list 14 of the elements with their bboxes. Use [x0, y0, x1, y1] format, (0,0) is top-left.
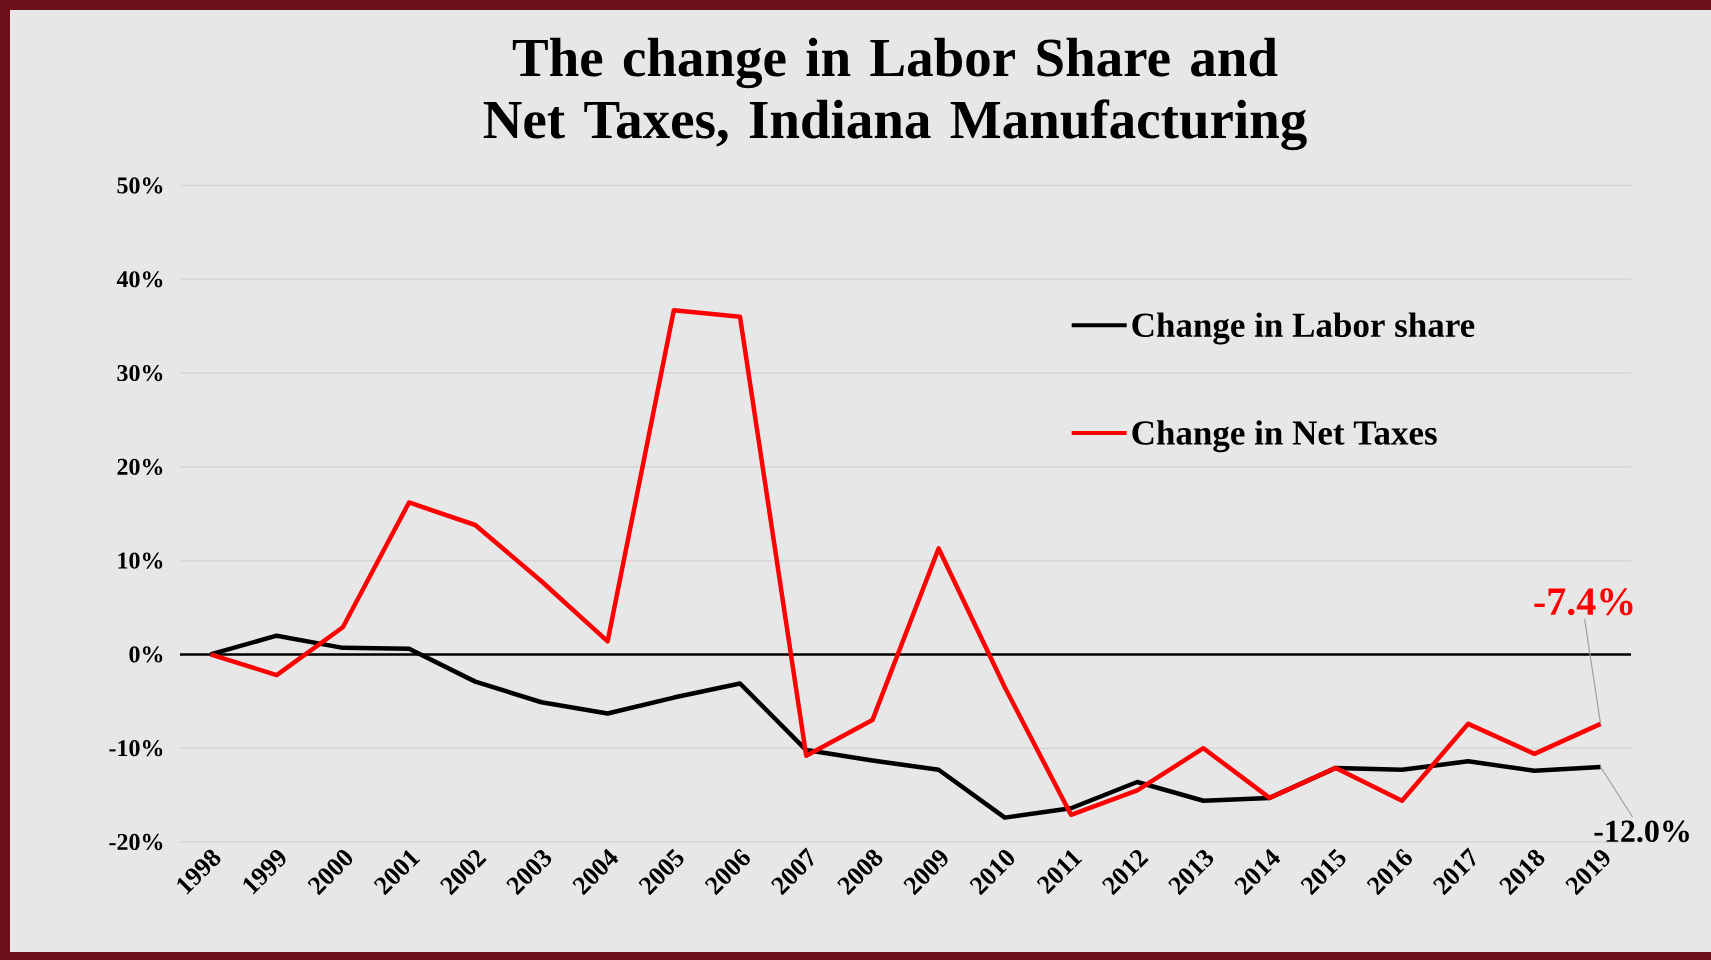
- y-tick-label: 20%: [117, 458, 163, 475]
- legend-label: Change in Labor share: [1132, 312, 1475, 345]
- y-tick-label: 0%: [129, 646, 163, 663]
- y-tick-label: 10%: [118, 552, 163, 569]
- annotation: -7.4%: [1534, 588, 1633, 616]
- y-tick-label: -20%: [109, 833, 163, 851]
- annotation: -12.0%: [1594, 820, 1689, 843]
- y-tick-label: 30%: [117, 364, 163, 382]
- chart-title: The change in Labor Share and Net Taxes, Indiana Manufacturing: [483, 37, 1307, 151]
- y-tick-label: -10%: [109, 740, 163, 757]
- y-tick-label: 40%: [116, 271, 163, 288]
- y-tick-label: 50%: [117, 177, 163, 194]
- legend-label: Change in Net Taxes: [1132, 420, 1437, 453]
- x-tick-label: 2011: [1036, 850, 1083, 895]
